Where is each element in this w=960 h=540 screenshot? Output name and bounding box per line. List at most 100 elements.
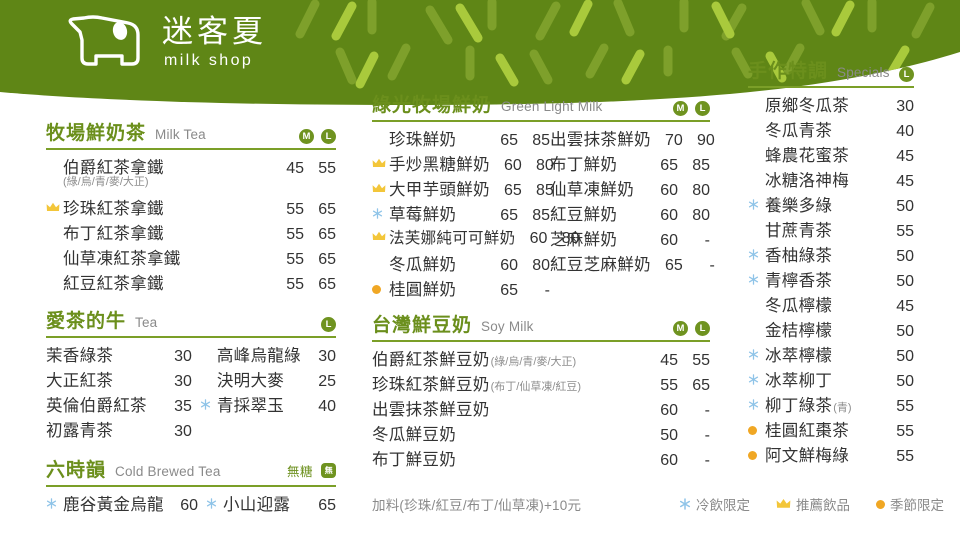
season-dot-icon [372, 281, 389, 296]
menu-item[interactable]: 法芙娜純可可鮮奶 60 80 [372, 226, 579, 251]
section-title-cn: 愛茶的牛 [46, 311, 127, 332]
item-price-l: 45 [896, 173, 914, 190]
season-dot-icon [748, 447, 765, 462]
menu-item[interactable]: 原鄉冬瓜茶 30 [748, 92, 914, 117]
legend-cold-only: 冷飲限定 [679, 494, 750, 514]
menu-item[interactable]: 大正紅茶 30 [46, 367, 192, 392]
menu-item[interactable]: 桂圓鮮奶 65 - [372, 276, 550, 301]
menu-item[interactable]: 甘蔗青茶 55 [748, 217, 914, 242]
menu-item[interactable]: 冬瓜檸檬 45 [748, 292, 914, 317]
menu-item[interactable]: 決明大麥 25 [200, 367, 336, 392]
menu-item[interactable]: 珍珠鮮奶 65 85 [372, 126, 550, 151]
menu-item[interactable]: 青採翠玉 40 [200, 392, 336, 417]
menu-item[interactable]: 蜂農花蜜茶 45 [748, 142, 914, 167]
section-title-en: Soy Milk [481, 319, 534, 334]
item-name: 決明大麥 [216, 372, 285, 390]
item-name: 出雲抹茶鮮奶 [550, 131, 651, 149]
section-title-en: Milk Tea [155, 127, 206, 142]
section-title-cn: 台灣鮮豆奶 [372, 315, 473, 336]
menu-item[interactable]: 布丁紅茶拿鐵 55 65 [46, 220, 336, 245]
item-name: 紅豆紅茶拿鐵 [63, 275, 164, 293]
size-badge-l: L [899, 67, 914, 82]
menu-item[interactable]: 出雲抹茶鮮奶 70 90 [550, 126, 715, 151]
menu-item[interactable]: 冰糖洛神梅 45 [748, 167, 914, 192]
item-price-l: 40 [896, 123, 914, 140]
sugar-free-badge: 無 [321, 463, 336, 478]
item-price-l: 85 [532, 207, 550, 224]
menu-item[interactable]: 仙草凍鮮奶 60 80 [550, 176, 710, 201]
menu-item[interactable]: 紅豆鮮奶 60 80 [550, 201, 710, 226]
menu-item[interactable]: 香柚綠茶 50 [748, 242, 914, 267]
item-price-l: 65 [692, 377, 710, 394]
section-divider [46, 336, 336, 338]
menu-item[interactable]: 芝麻鮮奶 60 - [550, 226, 710, 251]
item-name: 阿文鮮梅綠 [765, 447, 849, 465]
menu-item[interactable]: 紅豆紅茶拿鐵 55 65 [46, 270, 336, 295]
menu-item[interactable]: 冰萃柳丁 50 [748, 367, 914, 392]
item-price-l: 30 [896, 98, 914, 115]
menu-item[interactable]: 柳丁綠茶 (青) 55 [748, 392, 914, 417]
item-price-l: 30 [174, 373, 192, 390]
item-name: 桂圓紅棗茶 [765, 422, 849, 440]
menu-item[interactable]: 草莓鮮奶 65 85 [372, 201, 550, 226]
menu-item[interactable]: 伯爵紅茶鮮豆奶 (綠/烏/青/麥/大正) 45 55 [372, 346, 710, 371]
item-price-l: 80 [532, 257, 550, 274]
item-price-l: 55 [896, 448, 914, 465]
item-price-l: 60 [180, 497, 198, 514]
menu-item[interactable]: 冬瓜青茶 40 [748, 117, 914, 142]
menu-item[interactable]: 初露青茶 30 [46, 417, 192, 442]
menu-item[interactable]: 青檸香茶 50 [748, 267, 914, 292]
item-price-l: 55 [896, 223, 914, 240]
item-name: 冰萃檸檬 [765, 347, 833, 365]
item-name: 草莓鮮奶 [389, 206, 457, 224]
item-price-l: 80 [536, 157, 554, 174]
menu-item[interactable]: 冬瓜鮮豆奶 50 - [372, 421, 710, 446]
menu-item[interactable]: 出雲抹茶鮮豆奶 60 - [372, 396, 710, 421]
section-specials: 手作特調 Specials L 原鄉冬瓜茶 30 冬瓜青茶 40 蜂農花蜜茶 4… [748, 56, 914, 467]
section-title-en: Green Light Milk [501, 99, 603, 114]
item-price-l: 80 [692, 207, 710, 224]
menu-item[interactable]: 茉香綠茶 30 [46, 342, 192, 367]
size-badge-l: L [321, 129, 336, 144]
section-title-cn: 六時韻 [46, 460, 107, 481]
menu-item[interactable]: 珍珠紅茶鮮豆奶 (布丁/仙草凍/紅豆) 55 65 [372, 371, 710, 396]
item-price-l: - [544, 282, 550, 299]
menu-item[interactable]: 手炒黑糖鮮奶 60 80 [372, 151, 554, 176]
menu-item[interactable]: 養樂多綠 50 [748, 192, 914, 217]
menu-item[interactable]: 冰萃檸檬 50 [748, 342, 914, 367]
menu-item[interactable]: 英倫伯爵紅茶 35 [46, 392, 192, 417]
item-name: 茉香綠茶 [46, 347, 114, 365]
section-milk-tea: 牧場鮮奶茶 Milk Tea M L 伯爵紅茶拿鐵 45 55 (綠/烏/青/麥… [46, 118, 336, 295]
item-name: 珍珠紅茶拿鐵 [63, 200, 164, 218]
menu-item[interactable]: 高峰烏龍綠 30 [200, 342, 336, 367]
menu-item[interactable]: 阿文鮮梅綠 55 [748, 442, 914, 467]
menu-item[interactable]: 伯爵紅茶拿鐵 45 55 [46, 154, 336, 179]
menu-item[interactable]: 小山迎露 65 [206, 491, 336, 516]
menu-item[interactable]: 仙草凍紅茶拿鐵 55 65 [46, 245, 336, 270]
menu-item[interactable]: 冬瓜鮮奶 60 80 [372, 251, 550, 276]
item-name: 高峰烏龍綠 [216, 347, 301, 365]
legend-label: 季節限定 [890, 498, 944, 513]
section-header: 綠光牧場鮮奶 Green Light Milk M L [372, 90, 710, 120]
menu-item[interactable]: 金桔檸檬 50 [748, 317, 914, 342]
menu-item[interactable]: 紅豆芝麻鮮奶 65 - [550, 251, 715, 276]
item-price-l: 40 [318, 398, 336, 415]
item-price-m: 55 [286, 201, 304, 218]
item-price-l: 80 [692, 182, 710, 199]
cow-icon [62, 10, 148, 72]
snowflake-icon [748, 399, 765, 410]
menu-item[interactable]: 珍珠紅茶拿鐵 55 65 [46, 195, 336, 220]
menu-item[interactable]: 鹿谷黃金烏龍 60 [46, 491, 198, 516]
item-price-l: 35 [174, 398, 192, 415]
item-name: 冰糖洛神梅 [765, 172, 849, 190]
item-price-l: 65 [318, 497, 336, 514]
item-price-m: 55 [660, 377, 678, 394]
menu-item[interactable]: 桂圓紅棗茶 55 [748, 417, 914, 442]
item-price-l: 50 [896, 323, 914, 340]
menu-item[interactable]: 布丁鮮豆奶 60 - [372, 446, 710, 471]
item-name: 鹿谷黃金烏龍 [63, 496, 164, 514]
item-price-l: 65 [318, 251, 336, 268]
menu-item[interactable]: 大甲芋頭鮮奶 65 85 [372, 176, 554, 201]
snowflake-icon [206, 498, 223, 509]
menu-item[interactable]: 布丁鮮奶 65 85 [550, 151, 710, 176]
